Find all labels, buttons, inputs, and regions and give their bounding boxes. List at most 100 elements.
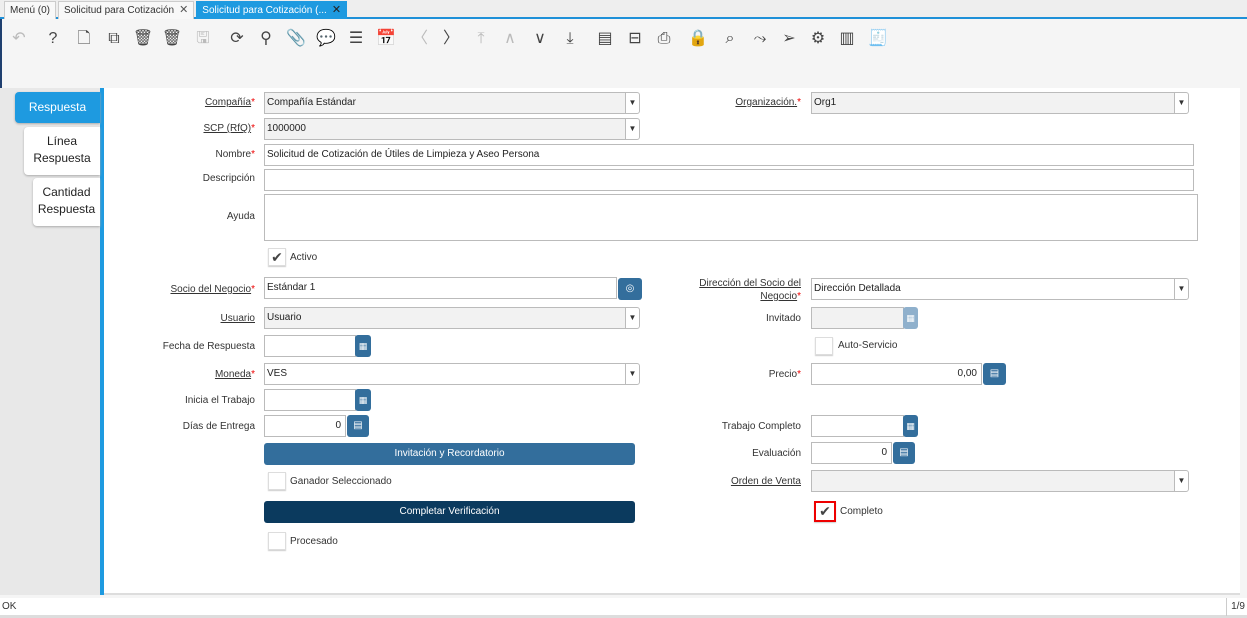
- calculator-icon[interactable]: ▤: [893, 442, 915, 464]
- tab-solicitud-1[interactable]: Solicitud para Cotización ✕: [58, 1, 195, 19]
- chat-icon[interactable]: 💬: [316, 30, 336, 47]
- side-tab-linea-respuesta[interactable]: Línea Respuesta: [24, 127, 100, 175]
- next-record-icon[interactable]: ∨: [534, 30, 546, 47]
- trabajo-completo-field[interactable]: [811, 415, 904, 437]
- zoom-across-icon[interactable]: ⌕: [725, 30, 735, 47]
- record-counter: 1/9: [1226, 598, 1245, 616]
- chevron-down-icon[interactable]: ▼: [1174, 92, 1189, 114]
- dias-entrega-label: Días de Entrega: [182, 421, 255, 432]
- calculator-icon[interactable]: ▤: [983, 363, 1006, 385]
- moneda-field[interactable]: VES: [264, 363, 626, 385]
- organizacion-field[interactable]: Org1: [811, 92, 1175, 114]
- calendar-icon[interactable]: 📅: [376, 30, 396, 47]
- ayuda-label: Ayuda: [226, 211, 255, 222]
- calendar-icon[interactable]: ▦: [355, 335, 371, 357]
- close-icon[interactable]: ✕: [331, 4, 342, 16]
- nombre-label: Nombre*: [215, 149, 255, 160]
- chevron-down-icon[interactable]: ▼: [625, 363, 640, 385]
- side-tab-respuesta[interactable]: Respuesta: [15, 92, 100, 123]
- ayuda-textarea[interactable]: [264, 194, 1198, 241]
- completar-verificacion-button[interactable]: Completar Verificación: [264, 501, 635, 523]
- procesado-checkbox[interactable]: [268, 532, 286, 550]
- completo-label: Completo: [840, 506, 883, 517]
- product-info-icon[interactable]: ▥: [839, 30, 855, 47]
- process-icon[interactable]: ⚙: [810, 30, 826, 47]
- completo-checkbox[interactable]: ✔: [814, 501, 836, 522]
- previous-tab-icon[interactable]: 〈: [411, 30, 428, 47]
- calendar-icon[interactable]: ▦: [903, 307, 918, 329]
- invitado-label: Invitado: [765, 313, 801, 324]
- orden-venta-field[interactable]: [811, 470, 1175, 492]
- nombre-field[interactable]: Solicitud de Cotización de Útiles de Lim…: [264, 144, 1194, 166]
- fecha-respuesta-field[interactable]: [264, 335, 356, 357]
- find-icon[interactable]: ⚲: [260, 30, 272, 47]
- print-icon[interactable]: ⎙: [657, 30, 671, 47]
- attachment-icon[interactable]: 📎: [286, 30, 306, 47]
- scp-field[interactable]: 1000000: [264, 118, 626, 140]
- usuario-field[interactable]: Usuario: [264, 307, 626, 329]
- send-icon[interactable]: ➢: [782, 30, 796, 47]
- inicia-trabajo-label: Inicia el Trabajo: [184, 395, 255, 406]
- tab-solicitud-2[interactable]: Solicitud para Cotización (... ✕: [196, 1, 348, 19]
- invitado-field[interactable]: [811, 307, 904, 329]
- socio-field[interactable]: Estándar 1: [264, 277, 617, 299]
- auto-servicio-checkbox[interactable]: [815, 337, 833, 355]
- first-record-icon[interactable]: ⤒: [477, 30, 485, 47]
- window-tab-bar: Menú (0) Solicitud para Cotización ✕ Soli…: [0, 0, 1247, 19]
- post-icon[interactable]: 🧾: [868, 30, 888, 47]
- last-record-icon[interactable]: ⤓: [566, 30, 574, 47]
- undo-icon[interactable]: ↶: [12, 30, 26, 47]
- chevron-down-icon[interactable]: ▼: [1174, 470, 1189, 492]
- refresh-icon[interactable]: ⟳: [230, 30, 244, 47]
- chevron-down-icon[interactable]: ▼: [1174, 278, 1189, 300]
- next-tab-icon[interactable]: 〉: [442, 30, 459, 47]
- direccion-field[interactable]: Dirección Detallada: [811, 278, 1175, 300]
- precio-label: Precio*: [768, 369, 801, 380]
- lock-icon[interactable]: 🔒: [688, 30, 708, 47]
- invitacion-recordatorio-button[interactable]: Invitación y Recordatorio: [264, 443, 635, 465]
- orden-venta-label: Orden de Venta: [730, 476, 801, 487]
- search-business-partner-button[interactable]: ◎: [618, 278, 642, 300]
- save-icon[interactable]: 🖫: [196, 30, 210, 47]
- archive-icon[interactable]: ⊟: [628, 30, 642, 47]
- chevron-down-icon[interactable]: ▼: [625, 307, 640, 329]
- delete-selection-icon[interactable]: 🗑: [161, 30, 183, 47]
- moneda-label: Moneda*: [214, 369, 255, 380]
- search-icon: ◎: [625, 283, 635, 294]
- help-icon[interactable]: ?: [48, 30, 58, 47]
- compania-field[interactable]: Compañía Estándar: [264, 92, 626, 114]
- new-record-icon[interactable]: 🗋: [77, 30, 91, 47]
- chevron-down-icon[interactable]: ▼: [625, 92, 640, 114]
- grid-toggle-icon[interactable]: ☰: [348, 30, 364, 47]
- dias-entrega-field[interactable]: 0: [264, 415, 346, 437]
- close-icon[interactable]: ✕: [179, 4, 189, 16]
- tab-menu[interactable]: Menú (0): [4, 1, 57, 19]
- fecha-respuesta-label: Fecha de Respuesta: [162, 341, 255, 352]
- activo-checkbox[interactable]: ✔: [268, 248, 286, 266]
- calendar-icon[interactable]: ▦: [355, 389, 371, 411]
- copy-record-icon[interactable]: ⧉: [108, 30, 120, 47]
- ganador-label: Ganador Seleccionado: [290, 476, 392, 487]
- side-tab-label: Cantidad Respuesta: [37, 185, 96, 216]
- evaluacion-field[interactable]: 0: [811, 442, 892, 464]
- calculator-icon[interactable]: ▤: [347, 415, 369, 437]
- frame-border: [0, 19, 2, 89]
- calendar-icon[interactable]: ▦: [903, 415, 918, 437]
- tab-label: Solicitud para Cotización: [64, 5, 175, 16]
- previous-record-icon[interactable]: ∧: [504, 30, 516, 47]
- delete-icon[interactable]: 🗑: [132, 30, 154, 47]
- ganador-checkbox[interactable]: [268, 472, 286, 490]
- report-icon[interactable]: ▤: [597, 30, 613, 47]
- descripcion-field[interactable]: [264, 169, 1194, 191]
- workflow-icon[interactable]: ⤳: [753, 30, 767, 47]
- toolbar: ↶? 🗋 ⧉ 🗑 🗑 🖫 ⟳ ⚲ 📎 💬 ☰ 📅 〈〉 ⤒ ∧ ∨ ⤓ ▤ ⊟ ⎙ 🔒 ⌕ ⤳ ➢ ⚙ ▥ 🧾: [0, 24, 1247, 56]
- evaluacion-label: Evaluación: [752, 448, 801, 459]
- tab-label: Solicitud para Cotización (...: [202, 5, 327, 16]
- precio-field[interactable]: 0,00: [811, 363, 982, 385]
- side-tab-cantidad-respuesta[interactable]: Cantidad Respuesta: [33, 178, 100, 226]
- inicia-trabajo-field[interactable]: [264, 389, 356, 411]
- chevron-down-icon[interactable]: ▼: [625, 118, 640, 140]
- tab-label: Menú (0): [10, 5, 51, 16]
- detail-tabs-panel: Respuesta Línea Respuesta Cantidad Respu…: [0, 88, 104, 595]
- trabajo-completo-label: Trabajo Completo: [721, 421, 801, 432]
